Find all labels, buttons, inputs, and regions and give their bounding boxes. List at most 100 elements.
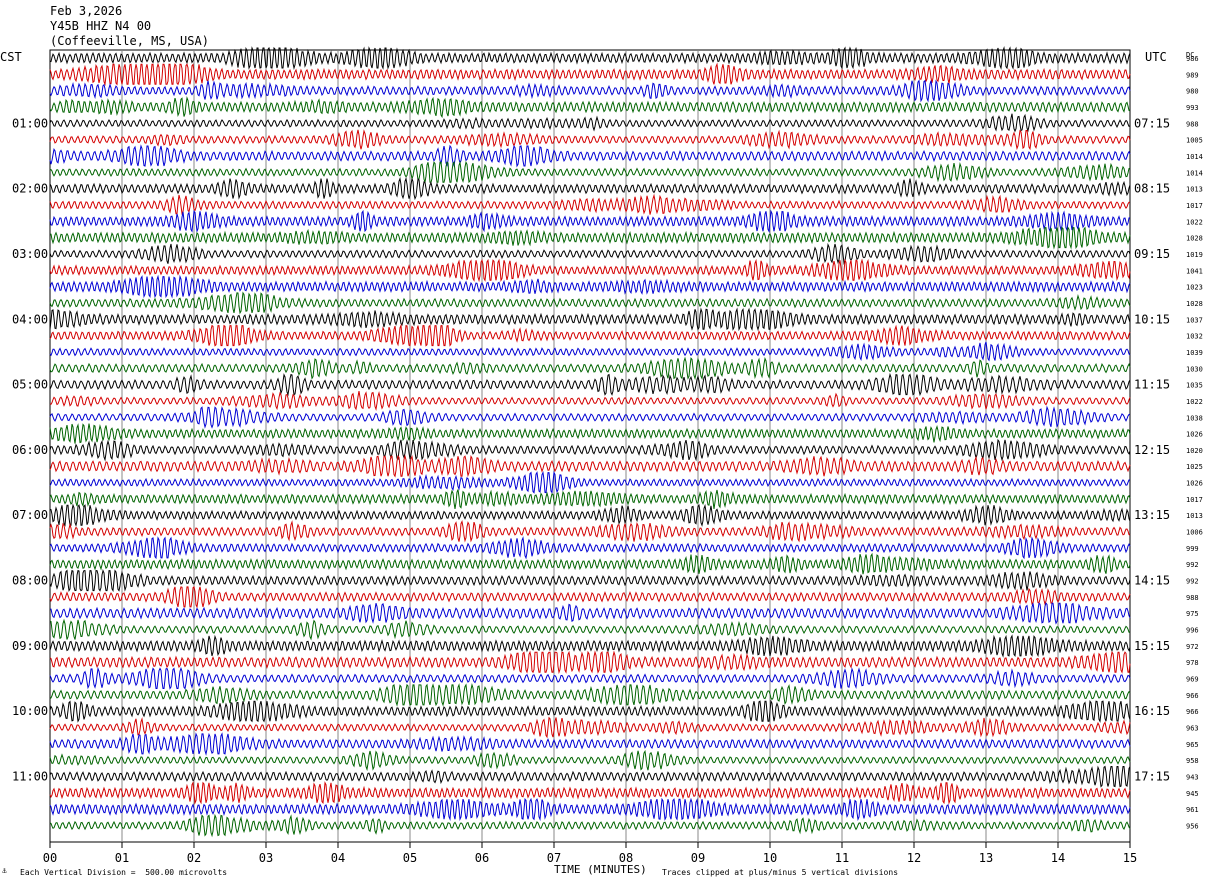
dc-offset-value: 1026 <box>1186 431 1203 439</box>
seismic-trace <box>49 520 1131 543</box>
dc-offset-value: 1013 <box>1186 186 1203 194</box>
x-tick-label: 13 <box>979 851 993 865</box>
x-tick-label: 03 <box>259 851 273 865</box>
seismic-trace <box>49 226 1131 250</box>
seismic-trace <box>49 666 1131 690</box>
seismic-trace <box>49 160 1131 184</box>
x-tick-label: 15 <box>1123 851 1137 865</box>
seismic-trace <box>49 454 1131 478</box>
seismic-trace <box>49 765 1131 788</box>
utc-time-label: 17:15 <box>1134 770 1170 784</box>
x-tick-label: 07 <box>547 851 561 865</box>
dc-offset-value: 969 <box>1186 676 1199 684</box>
seismic-trace <box>49 503 1131 527</box>
dc-offset-value: 945 <box>1186 790 1199 798</box>
seismic-trace <box>49 813 1131 838</box>
seismic-trace <box>49 356 1131 381</box>
seismic-trace <box>49 568 1131 593</box>
cst-time-label: 01:00 <box>12 116 48 130</box>
x-tick-label: 05 <box>403 851 417 865</box>
dc-offset-value: 1037 <box>1186 316 1203 324</box>
dc-offset-value: 992 <box>1186 578 1199 586</box>
dc-offset-value: 1006 <box>1186 529 1203 537</box>
dc-offset-value: 958 <box>1186 757 1199 765</box>
chart-date: Feb 3,2026 <box>50 4 123 18</box>
dc-offset-value: 966 <box>1186 708 1199 716</box>
seismic-trace <box>49 749 1131 772</box>
dc-offset-value: 988 <box>1186 120 1199 128</box>
seismic-trace <box>49 307 1131 332</box>
seismic-trace <box>49 129 1131 151</box>
x-tick-label: 12 <box>907 851 921 865</box>
cst-time-label: 11:00 <box>12 770 48 784</box>
cst-time-label: 07:00 <box>12 508 48 522</box>
x-tick-label: 02 <box>187 851 201 865</box>
utc-time-label: 16:15 <box>1134 704 1170 718</box>
left-axis-title: CST <box>0 50 22 64</box>
x-tick-label: 09 <box>691 851 705 865</box>
seismic-trace <box>49 650 1131 675</box>
cst-time-label: 05:00 <box>12 378 48 392</box>
x-tick-label: 00 <box>43 851 57 865</box>
seismic-trace <box>49 341 1131 362</box>
cst-time-label: 10:00 <box>12 704 48 718</box>
seismic-trace <box>49 79 1131 103</box>
x-tick-label: 04 <box>331 851 345 865</box>
seismic-trace <box>49 634 1131 658</box>
seismic-traces <box>49 46 1131 838</box>
seismic-trace <box>49 470 1131 495</box>
seismic-trace <box>49 144 1131 168</box>
x-tick-label: 08 <box>619 851 633 865</box>
dc-offset-value: 1028 <box>1186 300 1203 308</box>
seismic-trace <box>49 372 1131 397</box>
seismic-trace <box>49 586 1131 609</box>
dc-offset-value: 1005 <box>1186 137 1203 145</box>
dc-offset-value: 1025 <box>1186 463 1203 471</box>
seismic-trace <box>50 602 1131 625</box>
dc-offset-value: 996 <box>1186 627 1199 635</box>
seismic-trace <box>49 699 1131 723</box>
cst-time-label: 02:00 <box>12 182 48 196</box>
clip-note: Traces clipped at plus/minus 5 vertical … <box>662 868 899 877</box>
dc-offset-value: 943 <box>1186 774 1199 782</box>
right-axis-title: UTC <box>1145 50 1167 64</box>
dc-offset-value: 963 <box>1186 725 1199 733</box>
dc-offset-value: 1041 <box>1186 267 1203 275</box>
dc-offset-value: 980 <box>1186 88 1199 96</box>
x-tick-label: 14 <box>1051 851 1065 865</box>
seismic-trace <box>49 536 1131 560</box>
dc-offset-value: 1030 <box>1186 365 1203 373</box>
dc-offset-value: 1017 <box>1186 496 1203 504</box>
seismic-trace <box>49 489 1131 509</box>
dc-offset-value: 986 <box>1186 55 1199 63</box>
seismic-trace <box>49 46 1131 70</box>
dc-offset-value: 1032 <box>1186 333 1203 341</box>
dc-offset-value: 1020 <box>1186 447 1203 455</box>
seismic-trace <box>49 423 1131 444</box>
dc-header: DC <box>1186 51 1194 59</box>
dc-offset-value: 988 <box>1186 594 1199 602</box>
seismic-trace <box>49 682 1131 707</box>
seismic-trace <box>49 258 1131 283</box>
dc-offset-value: 1026 <box>1186 480 1203 488</box>
dc-offset-value: 1039 <box>1186 349 1203 357</box>
utc-time-label: 08:15 <box>1134 182 1170 196</box>
dc-offset-value: 1035 <box>1186 382 1203 390</box>
x-tick-label: 06 <box>475 851 489 865</box>
dc-offset-value: 1022 <box>1186 218 1203 226</box>
utc-time-label: 15:15 <box>1134 639 1170 653</box>
axis-labels: 00 01 02 03 04 05 06 07 08 09 10 11 12 13 14 15 CST UTC DC… <box>0 50 1203 865</box>
seismic-trace <box>49 274 1131 299</box>
utc-time-label: 11:15 <box>1134 378 1170 392</box>
dc-offset-value: 999 <box>1186 545 1199 553</box>
dc-offset-value: 989 <box>1186 71 1199 79</box>
station-location: (Coffeeville, MS, USA) <box>50 34 209 48</box>
dc-offset-value: 1017 <box>1186 202 1203 210</box>
dc-offset-value: 1014 <box>1186 169 1203 177</box>
dc-offset-value: 978 <box>1186 659 1199 667</box>
cst-time-label: 03:00 <box>12 247 48 261</box>
seismic-trace <box>49 323 1131 347</box>
dc-offset-value: 965 <box>1186 741 1199 749</box>
seismic-trace <box>49 193 1130 216</box>
